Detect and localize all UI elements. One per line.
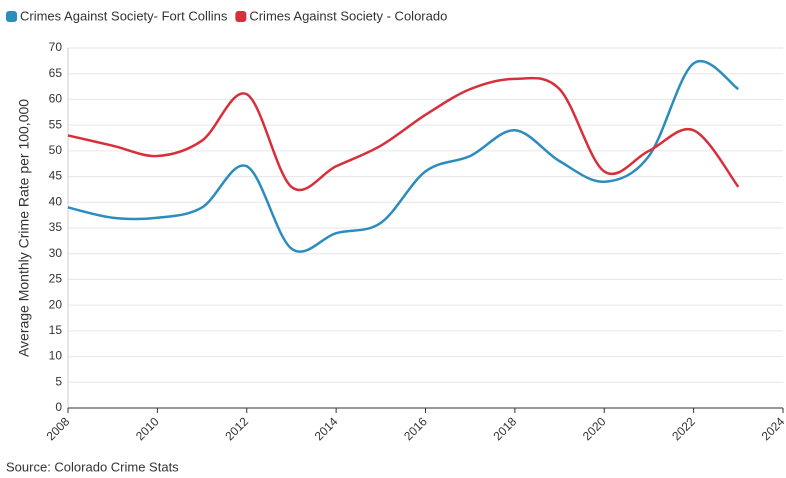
legend-label: Crimes Against Society- Fort Collins bbox=[20, 8, 228, 23]
y-axis-label: Average Monthly Crime Rate per 100,000 bbox=[16, 99, 32, 357]
y-tick-label: 65 bbox=[49, 66, 63, 80]
y-tick-label: 10 bbox=[49, 349, 63, 363]
legend-swatch bbox=[235, 11, 247, 22]
legend-swatch bbox=[6, 11, 17, 22]
y-tick-label: 15 bbox=[49, 323, 63, 337]
y-tick-label: 60 bbox=[49, 92, 63, 106]
y-tick-label: 30 bbox=[49, 246, 63, 260]
y-tick-label: 5 bbox=[55, 374, 62, 388]
y-tick-label: 55 bbox=[49, 117, 63, 131]
y-tick-label: 70 bbox=[49, 40, 63, 54]
line-series bbox=[67, 59, 740, 253]
x-tick-label: 2010 bbox=[133, 414, 162, 443]
y-tick-label: 45 bbox=[49, 169, 63, 183]
x-tick-label: 2008 bbox=[44, 414, 73, 443]
source: Source: Colorado Crime Stats bbox=[6, 459, 179, 474]
x-tick-label: 2012 bbox=[222, 414, 251, 443]
y-tick-label: 20 bbox=[49, 297, 63, 311]
y-tick-label: 0 bbox=[55, 400, 62, 414]
x-tick-label: 2016 bbox=[401, 414, 430, 443]
x-tick-label: 2020 bbox=[580, 414, 609, 443]
y-tick-label: 50 bbox=[49, 143, 63, 157]
y-tick-label: 40 bbox=[49, 194, 63, 208]
x-tick-label: 2022 bbox=[669, 414, 698, 443]
y-tick-label: 25 bbox=[49, 272, 63, 286]
x-tick-label: 2014 bbox=[312, 414, 341, 443]
line-series bbox=[67, 76, 740, 192]
x-tick-label: 2018 bbox=[490, 414, 519, 443]
x-tick-label: 2024 bbox=[759, 414, 786, 443]
y-tick-label: 35 bbox=[49, 220, 63, 234]
legend-label: Crimes Against Society - Colorado bbox=[249, 8, 447, 23]
